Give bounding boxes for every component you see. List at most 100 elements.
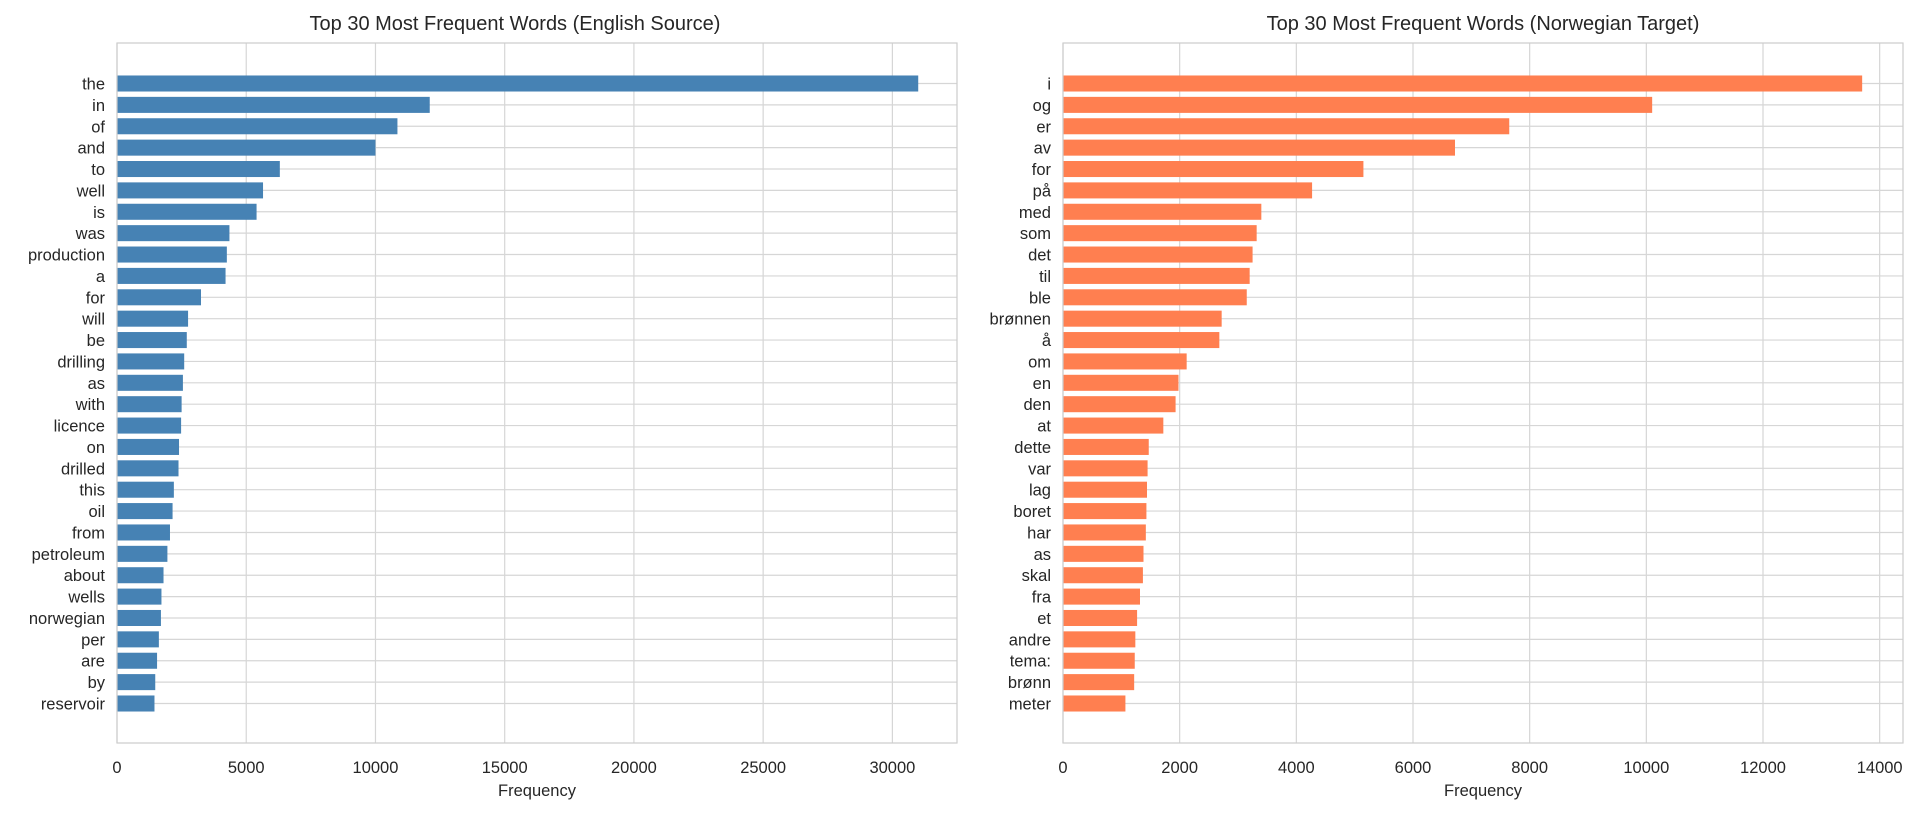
y-tick-label: as xyxy=(1034,546,1051,564)
x-axis-label: Frequency xyxy=(498,782,577,800)
bar xyxy=(117,96,430,113)
bar xyxy=(1063,481,1147,498)
x-tick-label: 12000 xyxy=(1740,759,1786,777)
bar xyxy=(117,631,159,648)
y-tick-label: og xyxy=(1033,97,1051,115)
bar xyxy=(1063,118,1510,135)
bar xyxy=(1063,438,1149,455)
bar xyxy=(1063,503,1147,520)
bar xyxy=(117,182,264,199)
bar xyxy=(1063,332,1220,349)
x-tick-label: 6000 xyxy=(1395,759,1432,777)
y-tick-label: tema: xyxy=(1010,653,1051,671)
x-tick-label: 2000 xyxy=(1161,759,1198,777)
bar xyxy=(117,417,182,434)
y-tick-label: to xyxy=(91,161,105,179)
bar xyxy=(117,674,156,691)
y-tick-label: are xyxy=(81,653,105,671)
x-tick-label: 25000 xyxy=(740,759,786,777)
bar xyxy=(1063,396,1176,413)
bar xyxy=(117,75,919,92)
bar xyxy=(1063,567,1143,584)
bar xyxy=(1063,524,1146,541)
y-tick-label: har xyxy=(1027,524,1051,542)
y-tick-label: brønn xyxy=(1008,674,1051,692)
y-tick-label: et xyxy=(1037,610,1051,628)
y-tick-label: drilled xyxy=(61,460,105,478)
y-tick-label: for xyxy=(86,289,106,307)
bar xyxy=(117,374,183,391)
y-tick-label: wells xyxy=(67,589,105,607)
y-tick-label: for xyxy=(1032,161,1052,179)
bar xyxy=(1063,96,1653,113)
y-tick-label: production xyxy=(28,247,105,265)
y-tick-label: reservoir xyxy=(41,696,106,714)
bar xyxy=(117,609,161,626)
y-tick-label: the xyxy=(82,76,105,94)
y-tick-label: var xyxy=(1028,460,1051,478)
y-tick-label: som xyxy=(1020,225,1051,243)
y-tick-label: with xyxy=(75,396,105,414)
y-tick-label: meter xyxy=(1009,696,1052,714)
x-tick-label: 30000 xyxy=(869,759,915,777)
y-tick-label: petroleum xyxy=(32,546,105,564)
y-tick-label: a xyxy=(96,268,106,286)
y-tick-label: den xyxy=(1023,396,1051,414)
y-tick-label: was xyxy=(75,225,105,243)
y-tick-label: drilling xyxy=(57,353,105,371)
y-tick-label: om xyxy=(1028,353,1051,371)
bar xyxy=(1063,609,1138,626)
y-tick-label: er xyxy=(1036,118,1051,136)
bar xyxy=(1063,695,1126,712)
bar xyxy=(117,332,187,349)
bar xyxy=(117,246,227,263)
bar xyxy=(117,267,226,284)
bar xyxy=(1063,652,1135,669)
y-tick-label: å xyxy=(1042,332,1052,350)
bar xyxy=(117,139,376,156)
y-tick-label: ble xyxy=(1029,289,1051,307)
bar xyxy=(117,695,155,712)
y-tick-label: by xyxy=(88,674,106,692)
bar xyxy=(1063,631,1136,648)
bar xyxy=(1063,310,1222,327)
y-tick-label: på xyxy=(1033,182,1052,200)
bar xyxy=(117,396,182,413)
bar xyxy=(117,161,280,178)
bar xyxy=(117,203,257,220)
y-tick-label: as xyxy=(88,375,105,393)
y-tick-label: skal xyxy=(1022,567,1051,585)
bar xyxy=(1063,161,1364,178)
y-tick-label: be xyxy=(87,332,105,350)
bar xyxy=(117,503,173,520)
y-tick-label: med xyxy=(1019,204,1051,222)
x-axis-label: Frequency xyxy=(1444,782,1523,800)
y-tick-label: well xyxy=(76,182,105,200)
y-tick-label: at xyxy=(1037,418,1051,436)
y-tick-label: oil xyxy=(88,503,105,521)
bar xyxy=(1063,289,1247,306)
y-tick-label: in xyxy=(92,97,105,115)
y-tick-label: per xyxy=(81,631,105,649)
bar xyxy=(1063,225,1257,242)
plot-frame xyxy=(1062,42,1904,744)
bar xyxy=(117,225,230,242)
y-tick-label: andre xyxy=(1009,631,1051,649)
bar xyxy=(1063,588,1140,605)
y-tick-label: on xyxy=(87,439,105,457)
x-tick-label: 4000 xyxy=(1278,759,1315,777)
x-tick-label: 10000 xyxy=(1623,759,1669,777)
bar xyxy=(1063,545,1144,562)
bar xyxy=(117,545,168,562)
y-tick-label: i xyxy=(1047,76,1051,94)
y-tick-label: til xyxy=(1039,268,1051,286)
bar xyxy=(1063,246,1253,263)
bar xyxy=(117,289,201,306)
y-tick-label: boret xyxy=(1013,503,1051,521)
y-tick-label: is xyxy=(93,204,105,222)
chart-title: Top 30 Most Frequent Words (English Sour… xyxy=(310,13,721,35)
norwegian-target-panel: Top 30 Most Frequent Words (Norwegian Ta… xyxy=(990,13,1904,800)
y-tick-label: norwegian xyxy=(29,610,105,628)
x-tick-label: 0 xyxy=(112,759,121,777)
y-tick-label: brønnen xyxy=(990,311,1051,329)
